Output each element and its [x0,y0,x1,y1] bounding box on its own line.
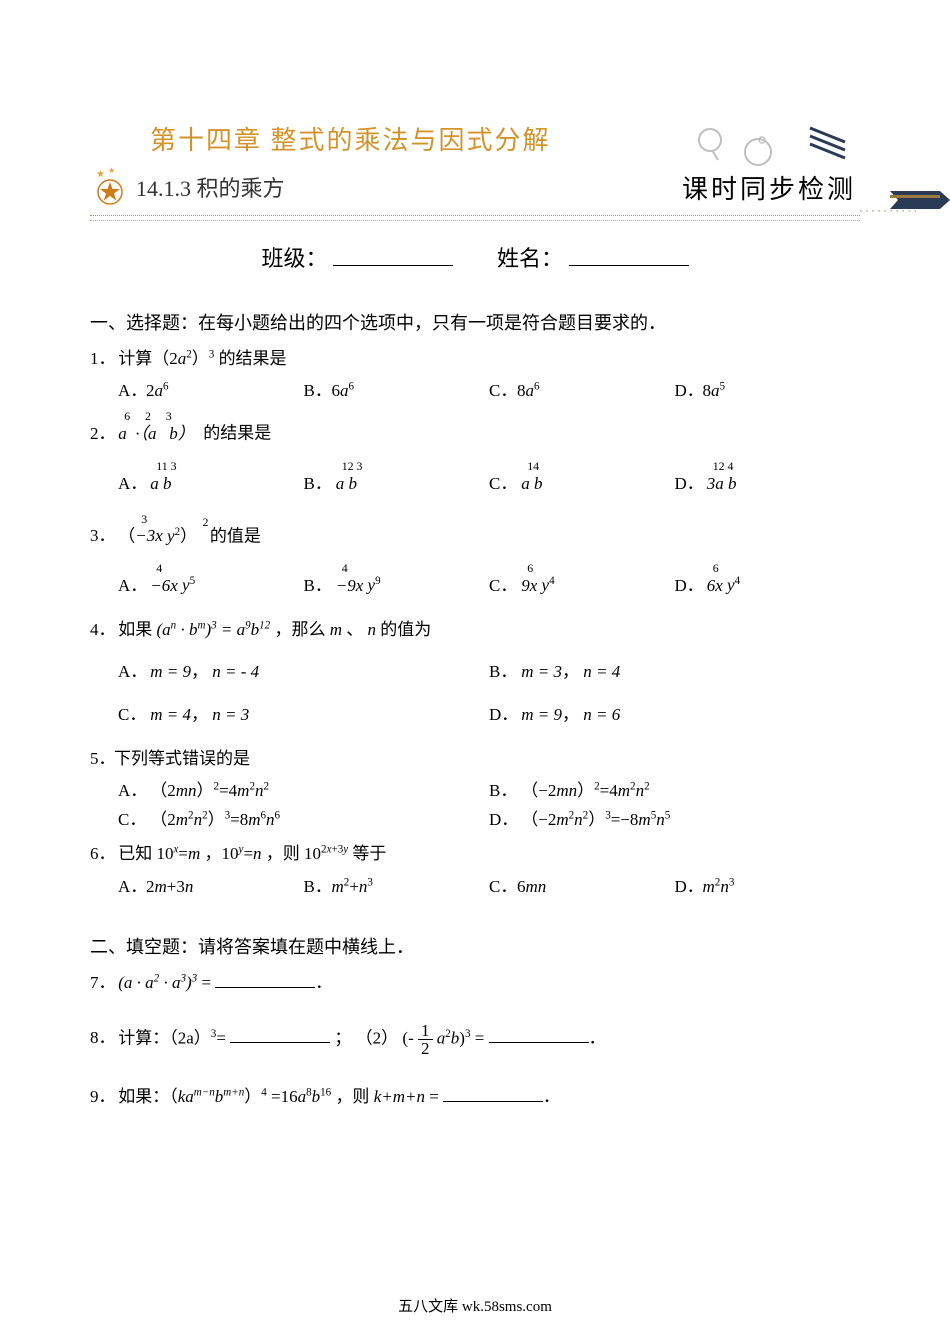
problem-7: 7． (a · a2 · a3)3 = ． [90,969,860,996]
p9-mid: =16 [271,1087,298,1106]
p6-opt-c[interactable]: C．6mn [489,872,675,897]
p1-opt-a[interactable]: A．2a6 [118,376,304,401]
p6-pre: 已知 10 [118,844,173,863]
p6-options: A．2m+3n B．m2+n3 C．6mn D．m2n3 [90,872,860,897]
p4-then: ，那么 [274,620,325,639]
p1-stem-post: 的结果是 [219,349,287,368]
p8-blank-1[interactable] [230,1025,330,1043]
class-blank[interactable] [333,243,453,266]
p8-pre: 计算：（2a） [118,1028,211,1047]
divider-line: · · · · · · · · · · [90,215,860,223]
problem-6: 6． 已知 10x=m ，10y=n ，则 102x+3y 等于 [90,840,860,867]
p1-stem-pre: 计算（2 [118,349,178,368]
p1-opt-d[interactable]: D．8a5 [675,376,861,401]
p2-stem-post: 的结果是 [203,424,271,443]
divider-tail-text: · · · · · · · · · · [859,205,917,217]
p9-eq: = [429,1087,439,1106]
p6-mid: ，10 [205,844,239,863]
timed-test-label: 课时同步检测 [682,169,856,206]
p7-eq: = [201,973,211,992]
p5-stem: 下列等式错误的是 [114,749,250,768]
p3-stem-post: 的值是 [210,526,261,545]
p5-options-row2: C． （2m2n2）3=8m6n6 D． （−2m2n2）3=−8m5n5 [90,805,860,830]
problem-2: 2． 6 2 3a ·（a b） 的结果是 [90,411,860,447]
svg-text:★: ★ [108,167,115,175]
p8-mid: ； （2） [334,1028,398,1047]
p6-post: ，则 10 [266,844,321,863]
worksheet-page: 第十四章 整式的乘法与因式分解 ★ ★ 14.1.3 积的乘方 课时同步检测 ·… [0,0,950,1344]
p5-opt-c[interactable]: C． （2m2n2）3=8m6n6 [118,805,489,830]
problem-3: 3． （3−3x y2） 2 的值是 [90,514,860,550]
decorative-scribble-icon [690,114,850,174]
p9-post: ，则 [335,1087,373,1106]
fill-section-heading: 二、填空题：请将答案填在题中横线上． [90,933,860,959]
p2-opt-d[interactable]: D． 12 43a b [675,461,861,494]
mc-section-heading: 一、选择题：在每小题给出的四个选项中，只有一项是符合题目要求的． [90,309,860,335]
p2-opt-c[interactable]: C． 14a b [489,461,675,494]
p3-opt-c[interactable]: C． 69x y4 [489,563,675,596]
p5-options-row1: A． （2mn）2=4m2n2 B． （−2mn）2=4m2n2 [90,776,860,801]
problem-4: 4． 如果 (an · bm)3 = a9b12 ，那么 m 、 n 的值为 [90,616,860,643]
p3-opt-d[interactable]: D． 66x y4 [675,563,861,596]
p6-opt-d[interactable]: D．m2n3 [675,872,861,897]
p1-opt-b[interactable]: B．6a6 [304,376,490,401]
subsection-title: 14.1.3 积的乘方 [136,171,285,203]
p7-blank[interactable] [215,970,315,988]
p4-opt-c[interactable]: C． m = 4， n = 3 [118,700,489,725]
p5-opt-d[interactable]: D． （−2m2n2）3=−8m5n5 [489,805,860,830]
p6-opt-b[interactable]: B．m2+n3 [304,872,490,897]
p9-blank[interactable] [443,1084,543,1102]
class-name-line: 班级： 姓名： [90,241,860,273]
class-label: 班级： [261,246,327,271]
p9-pre: 如果：（ [118,1087,178,1106]
p6-end: 等于 [352,844,386,863]
page-footer: 五八文库 wk.58sms.com [0,1295,950,1316]
p3-options: A． 4−6x y5 B． 4−9x y9 C． 69x y4 D． 66x y… [90,563,860,596]
p4-stem-post: 的值为 [380,620,431,639]
problem-1: 1． 计算（2a2）3 的结果是 [90,345,860,372]
p4-opt-b[interactable]: B． m = 3， n = 4 [489,657,860,682]
p3-opt-a[interactable]: A． 4−6x y5 [118,563,304,596]
p2-opt-a[interactable]: A． 11 3a b [118,461,304,494]
p9-expr: k+m+n [374,1087,425,1106]
p6-opt-a[interactable]: A．2m+3n [118,872,304,897]
p2-opt-b[interactable]: B． 12 3a b [304,461,490,494]
p3-opt-b[interactable]: B． 4−9x y9 [304,563,490,596]
problem-9: 9． 如果：（kam−nbm+n）4 =16a8b16 ，则 k+m+n = ． [90,1083,860,1110]
p1-opt-c[interactable]: C．8a6 [489,376,675,401]
p4-opt-d[interactable]: D． m = 9， n = 6 [489,700,860,725]
p4-options-row2: C． m = 4， n = 3 D． m = 9， n = 6 [90,700,860,725]
p5-opt-a[interactable]: A． （2mn）2=4m2n2 [118,776,489,801]
name-blank[interactable] [569,243,689,266]
problem-5: 5．下列等式错误的是 [90,745,860,772]
p4-stem-pre: 如果 [118,620,152,639]
p8-blank-2[interactable] [489,1025,589,1043]
p4-opt-a[interactable]: A． m = 9， n = - 4 [118,657,489,682]
p2-options: A． 11 3a b B． 12 3a b C． 14a b D． 12 43a… [90,461,860,494]
name-label: 姓名： [497,246,563,271]
star-badge-icon: ★ ★ [90,167,130,207]
p5-opt-b[interactable]: B． （−2mn）2=4m2n2 [489,776,860,801]
p4-and: 、 [346,620,363,639]
p4-options-row1: A． m = 9， n = - 4 B． m = 3， n = 4 [90,657,860,682]
svg-text:★: ★ [96,169,105,180]
p8-eq: = [475,1028,485,1047]
p1-options: A．2a6 B．6a6 C．8a6 D．8a5 [90,376,860,401]
problem-8: 8． 计算：（2a）3= ； （2） (- 12 a2b)3 = ． [90,1022,860,1057]
